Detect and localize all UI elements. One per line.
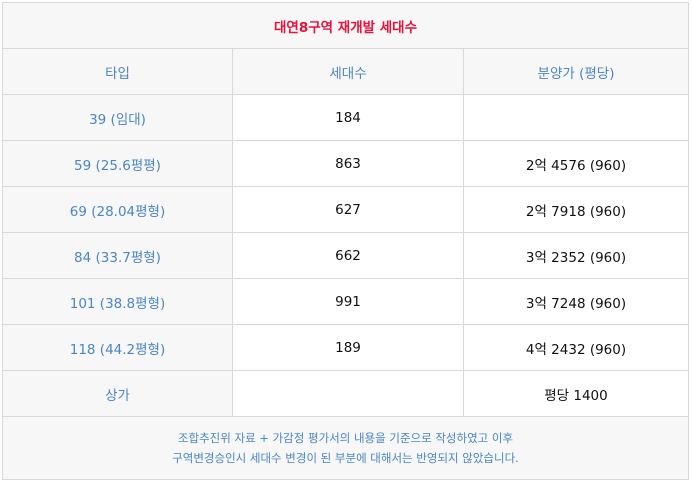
cell-type: 84 (33.7평형) [2,232,233,279]
cell-price: 평당 1400 [463,370,689,417]
header-type: 타입 [2,48,233,95]
cell-price: 4억 2432 (960) [463,324,689,371]
cell-type: 39 (임대) [2,94,233,141]
cell-price: 2억 7918 (960) [463,186,689,233]
cell-type: 69 (28.04평형) [2,186,233,233]
note-line-2: 구역변경승인시 세대수 변경이 된 부분에 대해서는 반영되지 않았습니다. [172,451,519,465]
table-note-row: 조합추진위 자료 + 가감정 평가서의 내용을 기준으로 작성하였고 이후 구역… [2,416,689,480]
header-price: 분양가 (평당) [463,48,689,95]
cell-units: 627 [232,186,464,233]
cell-price: 2억 4576 (960) [463,140,689,187]
cell-type: 101 (38.8평형) [2,278,233,325]
table-note: 조합추진위 자료 + 가감정 평가서의 내용을 기준으로 작성하였고 이후 구역… [2,416,689,480]
table-row: 69 (28.04평형) 627 2억 7918 (960) [2,186,689,233]
table-title-row: 대연8구역 재개발 세대수 [2,2,689,49]
table-row: 상가 평당 1400 [2,370,689,417]
table-row: 118 (44.2평형) 189 4억 2432 (960) [2,324,689,371]
table-row: 84 (33.7평형) 662 3억 2352 (960) [2,232,689,279]
cell-units [232,370,464,417]
table-title: 대연8구역 재개발 세대수 [2,2,689,49]
cell-units: 189 [232,324,464,371]
cell-type: 118 (44.2평형) [2,324,233,371]
cell-type: 59 (25.6평평) [2,140,233,187]
table-row: 101 (38.8평형) 991 3억 7248 (960) [2,278,689,325]
note-line-1: 조합추진위 자료 + 가감정 평가서의 내용을 기준으로 작성하였고 이후 [177,431,514,445]
cell-type: 상가 [2,370,233,417]
table-row: 59 (25.6평평) 863 2억 4576 (960) [2,140,689,187]
cell-units: 991 [232,278,464,325]
cell-units: 184 [232,94,464,141]
cell-price: 3억 7248 (960) [463,278,689,325]
header-units: 세대수 [232,48,464,95]
cell-units: 662 [232,232,464,279]
cell-units: 863 [232,140,464,187]
cell-price [463,94,689,141]
table-row: 39 (임대) 184 [2,94,689,141]
table-header-row: 타입 세대수 분양가 (평당) [2,48,689,95]
cell-price: 3억 2352 (960) [463,232,689,279]
